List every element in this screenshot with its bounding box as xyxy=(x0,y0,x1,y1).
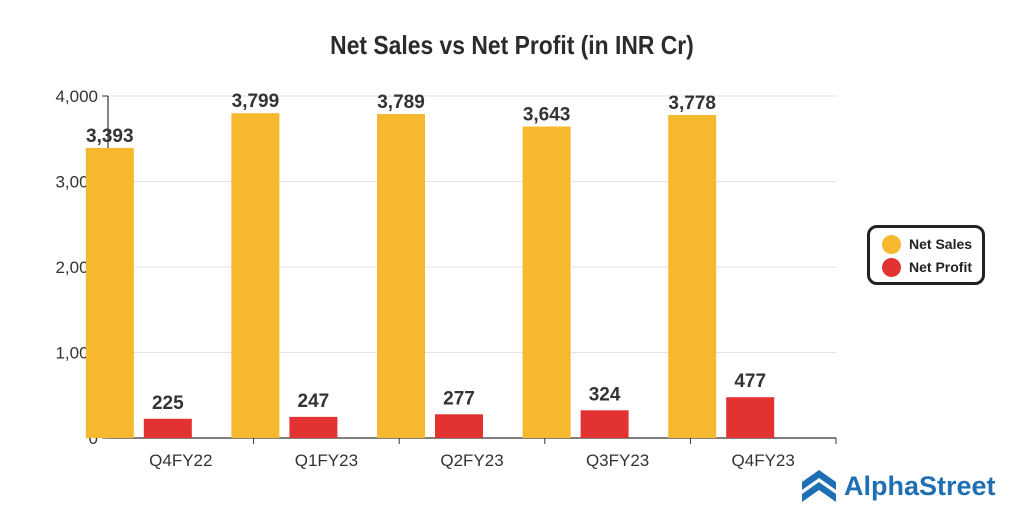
x-tick-label: Q2FY23 xyxy=(440,451,503,470)
legend: Net Sales Net Profit xyxy=(867,225,985,285)
bar-net-sales xyxy=(668,114,717,438)
bar-net-sales xyxy=(377,114,425,438)
data-label: 3,789 xyxy=(377,92,425,113)
legend-label: Net Sales xyxy=(909,236,973,252)
data-label: 3,778 xyxy=(668,93,716,114)
data-labels: 3,393 225 3,799 247 3,789 277 3,643 324 3,778 477 xyxy=(86,91,766,414)
bars xyxy=(85,113,775,439)
legend-item-net-profit: Net Profit xyxy=(882,256,972,278)
brand-logo: AlphaStreet xyxy=(800,466,996,506)
bar-net-profit xyxy=(435,414,483,438)
legend-swatch xyxy=(882,234,901,254)
x-tick-label: Q4FY23 xyxy=(732,451,795,470)
legend-label: Net Profit xyxy=(909,259,972,275)
data-label: 277 xyxy=(443,388,475,409)
bar-net-sales xyxy=(231,113,280,439)
data-label: 247 xyxy=(298,391,330,412)
data-label: 3,393 xyxy=(86,126,134,147)
data-label: 3,799 xyxy=(232,91,280,112)
bar-net-profit xyxy=(580,410,629,438)
grid xyxy=(108,95,836,353)
x-tick-label: Q4FY22 xyxy=(149,451,212,470)
bar-net-profit xyxy=(289,416,338,438)
legend-item-net-sales: Net Sales xyxy=(882,233,972,255)
bar-net-profit xyxy=(143,418,192,438)
y-tick-label: 0 xyxy=(89,429,98,448)
data-label: 3,643 xyxy=(523,105,571,126)
bar-net-sales xyxy=(522,126,571,438)
y-tick-label: 4,000 xyxy=(55,87,98,106)
x-tick-label: Q3FY23 xyxy=(586,451,649,470)
brand-name: AlphaStreet xyxy=(844,470,996,501)
data-label: 477 xyxy=(734,371,766,392)
bar-net-sales xyxy=(85,147,134,438)
legend-swatch xyxy=(882,257,901,277)
bar-net-profit xyxy=(726,397,775,438)
chart-title: Net Sales vs Net Profit (in INR Cr) xyxy=(330,30,694,60)
x-tick-label: Q1FY23 xyxy=(295,451,358,470)
alphastreet-logo-icon xyxy=(802,470,836,502)
data-label: 324 xyxy=(589,384,621,405)
data-label: 225 xyxy=(152,393,184,414)
